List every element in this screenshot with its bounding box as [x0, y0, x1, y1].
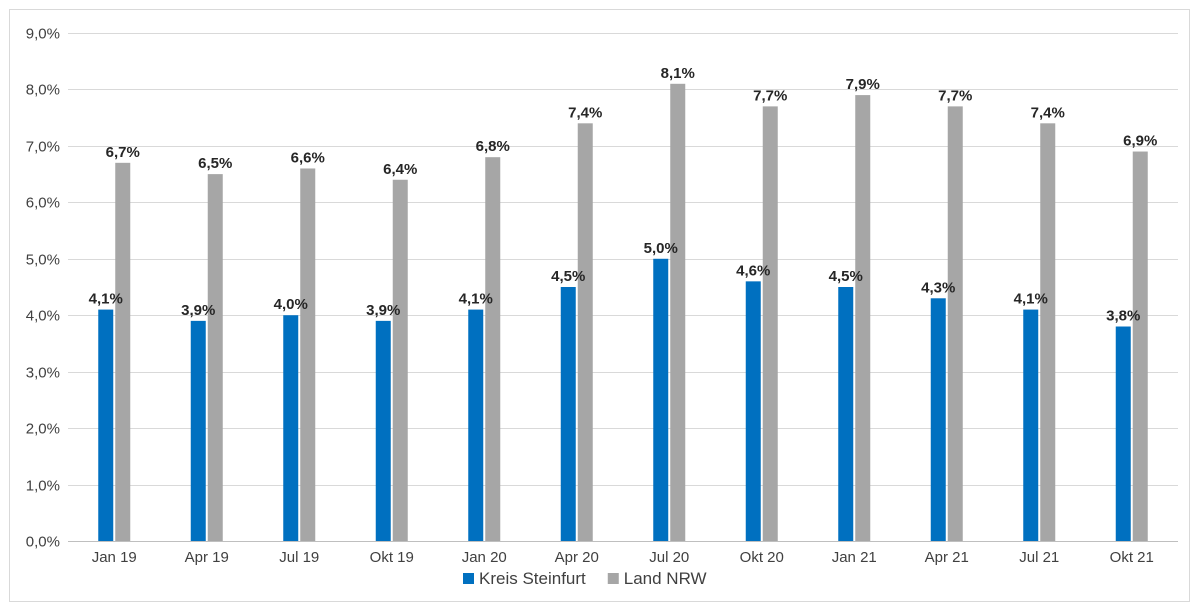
bar-kreis-steinfurt: [468, 309, 484, 541]
bar-kreis-steinfurt: [375, 320, 391, 541]
y-tick-label: 3,0%: [26, 365, 60, 382]
data-label-kreis-steinfurt: 4,5%: [551, 268, 585, 285]
data-label-land-nrw: 8,1%: [661, 65, 695, 82]
x-category-label: Jul 21: [1019, 549, 1059, 566]
x-category-label: Jan 19: [92, 549, 137, 566]
chart-border: [9, 9, 1190, 602]
bar-land-nrw: [947, 106, 963, 541]
data-label-land-nrw: 6,6%: [291, 149, 325, 166]
bar-kreis-steinfurt: [560, 287, 576, 541]
x-category-label: Jan 21: [832, 549, 877, 566]
bar-land-nrw: [392, 179, 408, 541]
bar-kreis-steinfurt: [745, 281, 761, 541]
x-category-label: Okt 20: [740, 549, 784, 566]
bar-kreis-steinfurt: [930, 298, 946, 541]
data-label-kreis-steinfurt: 4,3%: [921, 279, 955, 296]
data-label-land-nrw: 7,4%: [568, 104, 602, 121]
y-tick-label: 2,0%: [26, 421, 60, 438]
bar-land-nrw: [115, 162, 131, 542]
y-tick-label: 6,0%: [26, 195, 60, 212]
bar-land-nrw: [670, 83, 686, 542]
bar-land-nrw: [1132, 151, 1148, 542]
data-label-kreis-steinfurt: 4,1%: [89, 291, 123, 308]
data-label-land-nrw: 7,4%: [1031, 104, 1065, 121]
bar-land-nrw: [207, 174, 223, 541]
y-tick-label: 1,0%: [26, 478, 60, 495]
data-label-land-nrw: 6,7%: [106, 144, 140, 161]
legend-entry-kreis-steinfurt: Kreis Steinfurt: [479, 569, 586, 588]
data-label-land-nrw: 6,9%: [1123, 133, 1157, 150]
y-tick-label: 9,0%: [26, 26, 60, 43]
bar-kreis-steinfurt: [190, 320, 206, 541]
bar-land-nrw: [1040, 123, 1056, 542]
bar-land-nrw: [762, 106, 778, 541]
data-label-kreis-steinfurt: 4,5%: [829, 268, 863, 285]
x-category-label: Apr 21: [925, 549, 969, 566]
bar-kreis-steinfurt: [653, 258, 669, 541]
legend-entry-land-nrw: Land NRW: [624, 569, 707, 588]
legend-swatch-land-nrw: [607, 573, 619, 584]
bar-land-nrw: [855, 95, 871, 541]
x-category-label: Apr 20: [555, 549, 599, 566]
data-label-land-nrw: 6,8%: [476, 138, 510, 155]
y-tick-label: 8,0%: [26, 82, 60, 99]
data-label-kreis-steinfurt: 3,9%: [366, 302, 400, 319]
data-labels: 4,1% 6,7% 3,9% 6,5% 4,0% 6,6% 3,9% 6,4% 4,1% 6,8%…: [89, 65, 1158, 325]
data-label-land-nrw: 7,9%: [846, 76, 880, 93]
data-label-land-nrw: 6,5%: [198, 155, 232, 172]
data-label-kreis-steinfurt: 3,8%: [1106, 308, 1140, 325]
bar-kreis-steinfurt: [1023, 309, 1039, 541]
data-label-kreis-steinfurt: 4,6%: [736, 262, 770, 279]
y-tick-label: 7,0%: [26, 139, 60, 156]
data-label-land-nrw: 7,7%: [938, 87, 972, 104]
x-category-label: Okt 21: [1110, 549, 1154, 566]
bar-land-nrw: [485, 157, 501, 541]
data-label-kreis-steinfurt: 4,1%: [459, 291, 493, 308]
y-tick-label: 0,0%: [26, 534, 60, 551]
x-category-label: Okt 19: [370, 549, 414, 566]
y-tick-label: 4,0%: [26, 308, 60, 325]
bar-land-nrw: [300, 168, 316, 541]
x-category-label: Jul 19: [279, 549, 319, 566]
bar-kreis-steinfurt: [838, 287, 854, 541]
x-category-label: Jan 20: [462, 549, 507, 566]
x-category-label: Jul 20: [649, 549, 689, 566]
data-label-kreis-steinfurt: 5,0%: [644, 240, 678, 257]
bars: [98, 83, 1148, 542]
bar-kreis-steinfurt: [283, 315, 299, 541]
data-label-land-nrw: 7,7%: [753, 87, 787, 104]
bar-kreis-steinfurt: [1115, 326, 1131, 541]
data-label-kreis-steinfurt: 3,9%: [181, 302, 215, 319]
legend-swatch-kreis-steinfurt: [463, 573, 474, 584]
data-label-land-nrw: 6,4%: [383, 161, 417, 178]
x-axis-category-labels: Jan 19 Apr 19 Jul 19 Okt 19 Jan 20 Apr 20 Jul …: [92, 549, 1154, 566]
y-axis-tick-labels: 0,0% 1,0% 2,0% 3,0% 4,0% 5,0% 6,0% 7,0% 8,0% 9,0%: [26, 26, 60, 551]
x-category-label: Apr 19: [185, 549, 229, 566]
data-label-kreis-steinfurt: 4,0%: [274, 296, 308, 313]
bar-kreis-steinfurt: [98, 309, 114, 541]
bar-land-nrw: [577, 123, 593, 542]
gridlines: [68, 33, 1178, 542]
y-tick-label: 5,0%: [26, 252, 60, 269]
legend: Kreis Steinfurt Land NRW: [463, 569, 707, 588]
data-label-kreis-steinfurt: 4,1%: [1014, 291, 1048, 308]
